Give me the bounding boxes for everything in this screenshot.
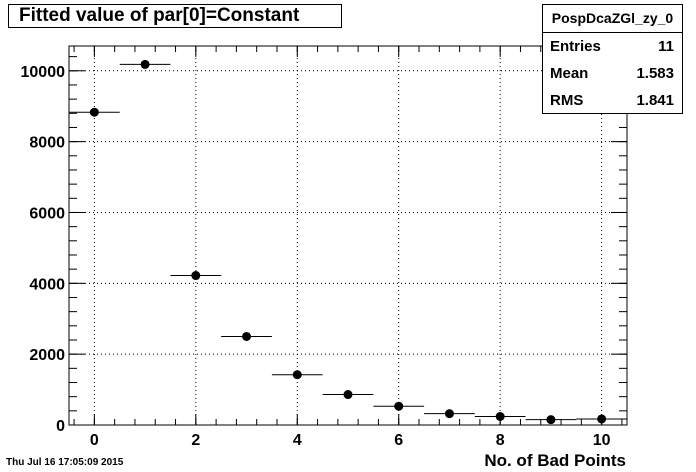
x-tick-label: 2 xyxy=(191,432,200,449)
data-point xyxy=(444,409,454,419)
y-tick-label: 8000 xyxy=(29,135,65,152)
stats-row-mean: Mean 1.583 xyxy=(543,60,682,87)
data-points xyxy=(69,59,627,425)
timestamp: Thu Jul 16 17:05:09 2015 xyxy=(6,457,124,468)
stats-mean-value: 1.583 xyxy=(636,65,674,82)
y-tick-label: 0 xyxy=(56,418,65,435)
data-point xyxy=(140,59,150,69)
stats-mean-label: Mean xyxy=(550,65,589,82)
data-point xyxy=(343,390,353,400)
stats-rms-label: RMS xyxy=(550,92,584,109)
data-point xyxy=(394,401,404,411)
data-point xyxy=(495,411,505,421)
y-tick-label: 4000 xyxy=(29,276,65,293)
y-tick-label: 6000 xyxy=(29,205,65,222)
plot-frame xyxy=(68,45,628,426)
stats-entries-label: Entries xyxy=(550,38,601,55)
y-tick-label: 2000 xyxy=(29,347,65,364)
stats-histogram-name: PospDcaZGl_zy_0 xyxy=(543,5,682,33)
data-point xyxy=(597,414,607,424)
tick-labels: 0 2 4 6 8 10 0 2000 4000 6000 8000 10000 xyxy=(21,64,611,449)
stats-box: PospDcaZGl_zy_0 Entries 11 Mean 1.583 RM… xyxy=(542,4,683,114)
stats-entries-value: 11 xyxy=(658,38,674,55)
stats-row-rms: RMS 1.841 xyxy=(543,87,682,114)
x-tick-label: 6 xyxy=(394,432,403,449)
chart-title: Fitted value of par[0]=Constant xyxy=(8,4,342,28)
data-point xyxy=(292,370,302,380)
x-tick-label: 4 xyxy=(293,432,302,449)
data-point xyxy=(191,271,201,281)
grid-lines xyxy=(69,46,627,425)
y-tick-label: 10000 xyxy=(21,64,66,81)
x-tick-label: 10 xyxy=(593,432,611,449)
stats-rms-value: 1.841 xyxy=(636,92,674,109)
stats-row-entries: Entries 11 xyxy=(543,33,682,60)
x-tick-label: 0 xyxy=(90,432,99,449)
data-point xyxy=(89,107,99,117)
x-tick-label: 8 xyxy=(496,432,505,449)
x-axis-label: No. of Bad Points xyxy=(484,451,626,470)
data-point xyxy=(546,415,556,425)
data-point xyxy=(242,331,252,341)
